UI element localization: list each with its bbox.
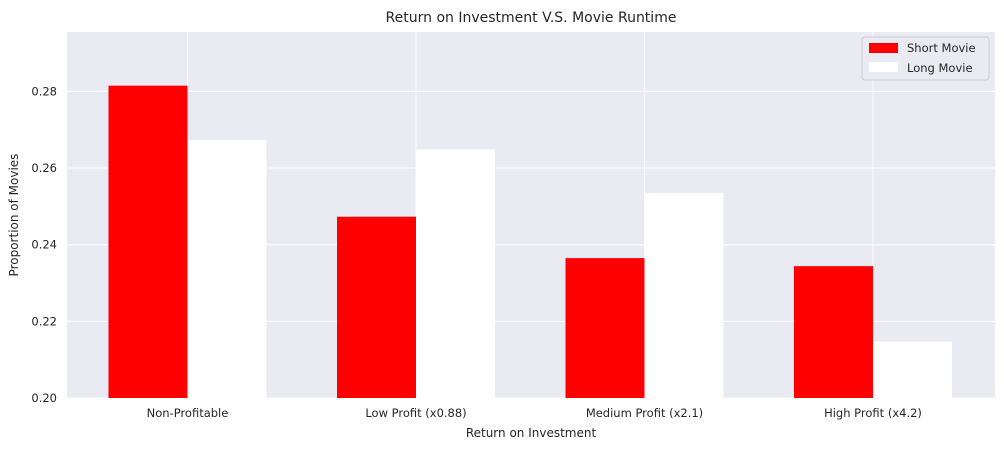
bar-short-movie bbox=[794, 266, 873, 398]
bar-long-movie bbox=[644, 192, 724, 398]
x-tick-label: High Profit (x4.2) bbox=[824, 406, 922, 420]
x-tick-label: Medium Profit (x2.1) bbox=[586, 406, 703, 420]
legend-label-long-movie: Long Movie bbox=[907, 61, 973, 75]
legend-label-short-movie: Short Movie bbox=[907, 41, 976, 55]
x-tick-labels: Non-Profitable Low Profit (x0.88) Medium P… bbox=[147, 406, 922, 420]
bar-short-movie bbox=[337, 216, 416, 398]
chart-title: Return on Investment V.S. Movie Runtime bbox=[386, 10, 677, 26]
bar-long-movie bbox=[187, 140, 267, 399]
x-axis-label: Return on Investment bbox=[466, 426, 597, 440]
y-tick-label: 0.28 bbox=[31, 84, 57, 98]
y-tick-label: 0.26 bbox=[31, 161, 57, 175]
bar-long-movie bbox=[416, 149, 495, 398]
legend-swatch-short-movie bbox=[869, 43, 898, 53]
bar-short-movie bbox=[108, 85, 188, 398]
bars bbox=[108, 85, 952, 399]
bar-short-movie bbox=[565, 258, 645, 398]
y-tick-labels: 0.20 0.22 0.24 0.26 0.28 bbox=[31, 84, 57, 405]
y-tick-label: 0.24 bbox=[31, 238, 57, 252]
x-tick-label: Non-Profitable bbox=[147, 406, 229, 420]
legend: Short Movie Long Movie bbox=[861, 36, 990, 81]
bar-long-movie bbox=[873, 341, 952, 398]
y-tick-label: 0.20 bbox=[31, 391, 57, 405]
y-axis-label: Proportion of Movies bbox=[7, 154, 21, 277]
y-tick-label: 0.22 bbox=[31, 314, 57, 328]
x-tick-label: Low Profit (x0.88) bbox=[365, 406, 466, 420]
legend-swatch-long-movie bbox=[869, 62, 898, 72]
